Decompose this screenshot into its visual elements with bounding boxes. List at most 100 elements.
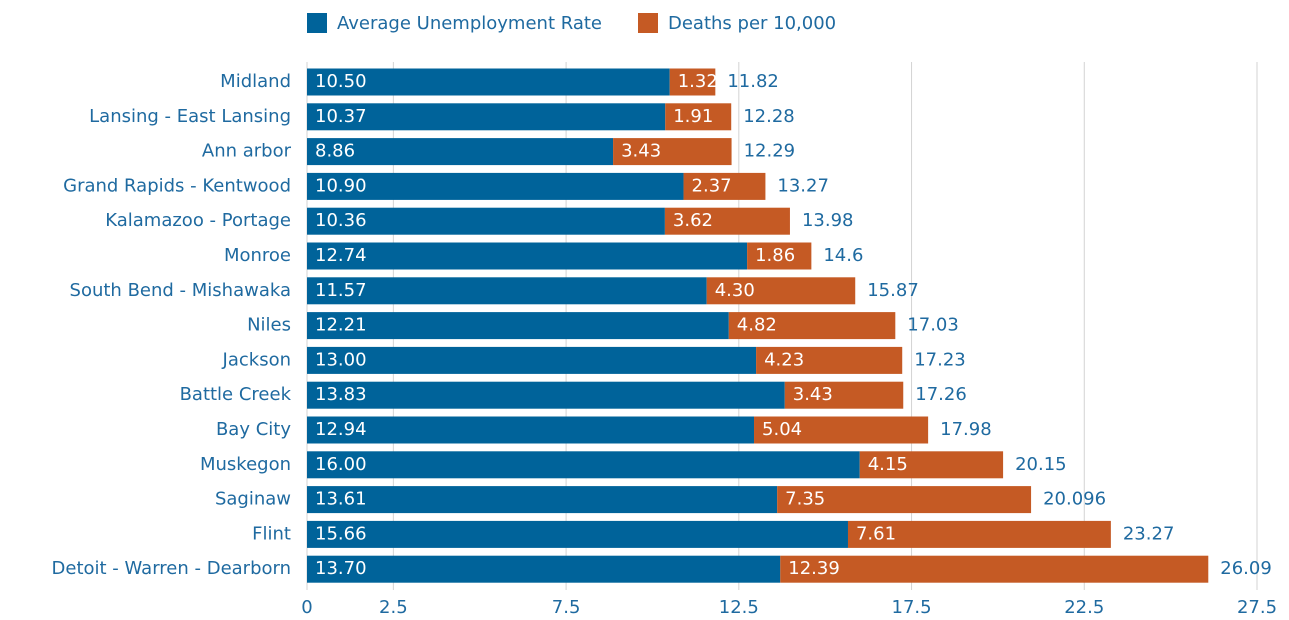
total-label: 23.27 — [1123, 523, 1175, 544]
value-label: 3.62 — [673, 210, 713, 231]
total-label: 17.03 — [907, 315, 959, 336]
x-tick-label: 27.5 — [1237, 597, 1277, 618]
bar-segment — [307, 312, 729, 340]
value-label: 7.35 — [785, 489, 825, 510]
category-label: South Bend - Mishawaka — [70, 280, 291, 301]
bar-segment — [664, 207, 790, 235]
value-label: 4.30 — [715, 280, 755, 301]
bar-segment — [307, 207, 665, 235]
bar-segment — [777, 486, 1032, 514]
category-label: Ann arbor — [202, 141, 292, 162]
bar-segment — [307, 555, 781, 583]
category-label: Detoit - Warren - Dearborn — [52, 558, 291, 579]
bar-segment — [728, 312, 896, 340]
category-label: Grand Rapids - Kentwood — [63, 175, 291, 196]
value-label: 13.83 — [315, 384, 367, 405]
category-label: Muskegon — [200, 454, 291, 475]
total-label: 20.15 — [1015, 454, 1067, 475]
value-label: 16.00 — [315, 454, 367, 475]
value-label: 12.94 — [315, 419, 367, 440]
bar-segment — [307, 172, 684, 200]
category-label: Bay City — [216, 419, 291, 440]
value-label: 12.39 — [788, 558, 840, 579]
category-label: Niles — [247, 315, 291, 336]
bar-segment — [613, 138, 732, 166]
category-label: Jackson — [222, 349, 291, 370]
x-tick-label: 0 — [301, 597, 312, 618]
value-label: 4.23 — [764, 349, 804, 370]
total-label: 12.28 — [743, 106, 795, 127]
total-label: 17.98 — [940, 419, 992, 440]
value-label: 4.15 — [868, 454, 908, 475]
value-label: 15.66 — [315, 523, 367, 544]
total-label: 13.27 — [777, 175, 829, 196]
bar-segment — [307, 520, 848, 548]
bar-segment — [307, 416, 755, 444]
value-label: 7.61 — [856, 523, 896, 544]
total-label: 15.87 — [867, 280, 919, 301]
value-label: 10.90 — [315, 175, 367, 196]
value-label: 1.32 — [678, 71, 718, 92]
value-label: 10.37 — [315, 106, 367, 127]
value-label: 13.00 — [315, 349, 367, 370]
value-label: 13.61 — [315, 489, 367, 510]
total-label: 26.09 — [1220, 558, 1272, 579]
category-label: Midland — [220, 71, 291, 92]
bar-segment — [754, 416, 929, 444]
total-label: 13.98 — [802, 210, 854, 231]
bar-segment — [307, 277, 707, 305]
legend-swatch — [638, 13, 658, 33]
category-label: Monroe — [224, 245, 291, 266]
value-label: 1.91 — [673, 106, 713, 127]
total-label: 11.82 — [727, 71, 779, 92]
value-label: 12.74 — [315, 245, 367, 266]
category-label: Saginaw — [215, 489, 291, 510]
value-label: 10.36 — [315, 210, 367, 231]
bar-segment — [683, 172, 766, 200]
bar-segment — [859, 451, 1004, 479]
category-label: Battle Creek — [180, 384, 292, 405]
value-label: 12.21 — [315, 315, 367, 336]
value-label: 3.43 — [793, 384, 833, 405]
value-label: 2.37 — [692, 175, 732, 196]
x-tick-label: 17.5 — [892, 597, 932, 618]
bar-segment — [665, 103, 732, 131]
value-label: 13.70 — [315, 558, 367, 579]
bar-segment — [756, 346, 903, 374]
value-label: 10.50 — [315, 71, 367, 92]
category-label: Flint — [252, 523, 291, 544]
legend-label: Deaths per 10,000 — [668, 13, 836, 34]
bar-segment — [307, 346, 757, 374]
bar-segment — [307, 103, 666, 131]
category-label: Lansing - East Lansing — [89, 106, 291, 127]
value-label: 8.86 — [315, 141, 355, 162]
total-label: 14.6 — [823, 245, 863, 266]
bar-segment — [307, 138, 614, 166]
total-label: 17.26 — [915, 384, 967, 405]
bar-segment — [307, 486, 778, 514]
bar-segment — [780, 555, 1209, 583]
bar-segment — [747, 242, 812, 270]
bar-segment — [847, 520, 1111, 548]
x-tick-label: 2.5 — [379, 597, 408, 618]
bar-segment — [307, 451, 860, 479]
value-label: 11.57 — [315, 280, 367, 301]
bar-segment — [307, 68, 670, 96]
x-tick-label: 22.5 — [1064, 597, 1104, 618]
value-label: 4.82 — [737, 315, 777, 336]
value-label: 1.86 — [755, 245, 795, 266]
category-label: Kalamazoo - Portage — [105, 210, 291, 231]
bar-segment — [669, 68, 716, 96]
bar-segment — [307, 381, 785, 409]
total-label: 17.23 — [914, 349, 966, 370]
legend-label: Average Unemployment Rate — [337, 13, 602, 34]
legend-swatch — [307, 13, 327, 33]
bar-segment — [706, 277, 856, 305]
x-tick-label: 12.5 — [719, 597, 759, 618]
x-tick-label: 7.5 — [552, 597, 581, 618]
value-label: 3.43 — [621, 141, 661, 162]
value-label: 5.04 — [762, 419, 802, 440]
total-label: 20.096 — [1043, 489, 1106, 510]
bar-segment — [784, 381, 904, 409]
